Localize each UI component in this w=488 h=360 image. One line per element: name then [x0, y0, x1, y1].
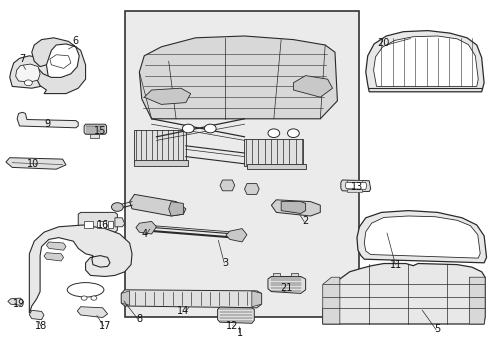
- Text: 15: 15: [94, 126, 106, 136]
- Circle shape: [287, 129, 299, 138]
- Polygon shape: [356, 211, 486, 263]
- Polygon shape: [217, 307, 254, 323]
- Polygon shape: [46, 242, 66, 250]
- Circle shape: [81, 296, 87, 300]
- Polygon shape: [121, 290, 261, 308]
- Text: 17: 17: [99, 321, 111, 331]
- Text: 8: 8: [136, 314, 142, 324]
- Text: 5: 5: [434, 324, 440, 334]
- Bar: [90, 134, 99, 138]
- Polygon shape: [6, 158, 66, 169]
- Polygon shape: [144, 88, 190, 104]
- Polygon shape: [10, 56, 49, 88]
- Text: 4: 4: [141, 229, 147, 239]
- Polygon shape: [134, 160, 188, 166]
- Text: 10: 10: [27, 159, 40, 169]
- Polygon shape: [251, 291, 261, 307]
- Text: 11: 11: [389, 260, 402, 270]
- Text: 6: 6: [73, 36, 79, 46]
- Polygon shape: [77, 307, 107, 318]
- Polygon shape: [346, 180, 361, 182]
- Text: 3: 3: [222, 258, 227, 268]
- Circle shape: [267, 129, 279, 138]
- Ellipse shape: [67, 283, 104, 297]
- Text: 16: 16: [96, 220, 109, 230]
- Polygon shape: [373, 36, 477, 86]
- Text: 20: 20: [377, 38, 389, 48]
- Polygon shape: [468, 277, 484, 324]
- Polygon shape: [346, 189, 361, 192]
- Polygon shape: [115, 218, 124, 227]
- Polygon shape: [16, 64, 40, 82]
- Text: 1: 1: [236, 328, 242, 338]
- Polygon shape: [29, 310, 44, 320]
- Text: 13: 13: [350, 182, 363, 192]
- Polygon shape: [244, 139, 303, 166]
- Circle shape: [111, 203, 123, 211]
- Polygon shape: [365, 31, 483, 92]
- Polygon shape: [32, 38, 85, 94]
- Text: 21: 21: [279, 283, 292, 293]
- Text: 2: 2: [302, 216, 308, 226]
- Bar: [97, 221, 105, 228]
- Text: 7: 7: [19, 54, 25, 64]
- Bar: [84, 221, 93, 228]
- Circle shape: [182, 124, 194, 133]
- Bar: [107, 221, 113, 228]
- Polygon shape: [272, 273, 279, 276]
- Text: 19: 19: [12, 299, 25, 309]
- Circle shape: [24, 80, 32, 86]
- Polygon shape: [293, 76, 332, 97]
- Polygon shape: [322, 277, 339, 324]
- Text: 14: 14: [177, 306, 189, 316]
- Polygon shape: [322, 264, 484, 324]
- Polygon shape: [220, 180, 234, 191]
- Circle shape: [91, 296, 97, 300]
- Polygon shape: [129, 194, 185, 216]
- Polygon shape: [225, 229, 246, 242]
- Polygon shape: [121, 291, 129, 305]
- Polygon shape: [364, 216, 479, 258]
- Polygon shape: [78, 212, 117, 232]
- Polygon shape: [29, 225, 132, 313]
- Text: 9: 9: [45, 119, 51, 129]
- Circle shape: [204, 124, 216, 133]
- Polygon shape: [134, 130, 185, 162]
- Polygon shape: [17, 112, 78, 128]
- Polygon shape: [291, 273, 298, 276]
- Polygon shape: [44, 253, 63, 261]
- Polygon shape: [136, 221, 156, 234]
- Polygon shape: [345, 182, 366, 189]
- Polygon shape: [281, 202, 305, 213]
- Polygon shape: [244, 184, 259, 194]
- Polygon shape: [139, 36, 337, 119]
- Polygon shape: [246, 164, 305, 169]
- Text: 12: 12: [225, 321, 238, 331]
- Bar: [124, 11, 359, 317]
- Text: 18: 18: [35, 321, 48, 331]
- Polygon shape: [340, 180, 370, 192]
- Polygon shape: [271, 200, 320, 216]
- Polygon shape: [168, 202, 183, 216]
- Polygon shape: [8, 298, 23, 305]
- Polygon shape: [267, 276, 305, 293]
- Polygon shape: [84, 124, 106, 134]
- Polygon shape: [50, 55, 71, 68]
